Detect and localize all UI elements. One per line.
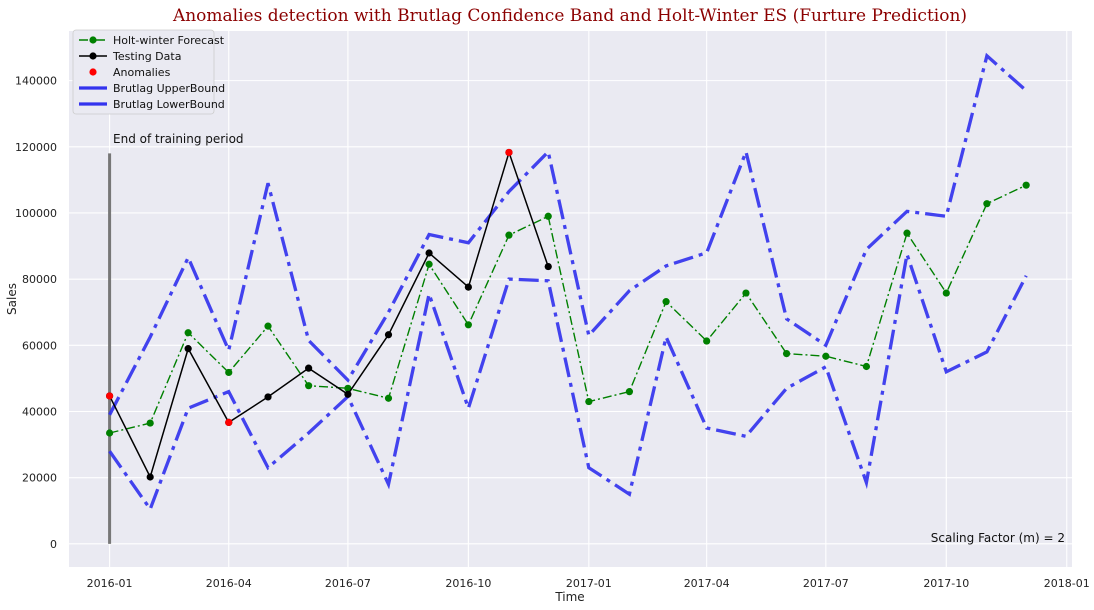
scaling-factor-annotation: Scaling Factor (m) = 2 — [931, 531, 1065, 545]
legend-marker — [89, 68, 97, 76]
series-line-brutlag-lowerbound — [108, 253, 1028, 513]
legend-marker — [89, 36, 97, 44]
data-point — [384, 331, 393, 339]
x-tick-label: 2017-04 — [684, 577, 730, 590]
data-point — [305, 364, 313, 372]
y-tick-label: 140000 — [15, 75, 57, 88]
data-point — [105, 392, 114, 400]
x-tick-label: 2016-01 — [87, 577, 133, 590]
data-point — [184, 345, 192, 353]
series-line-holt-winter-forecast — [109, 184, 1027, 434]
data-point — [146, 473, 154, 481]
legend: Holt-winter Forecast Testing Data Anomalie… — [72, 29, 225, 115]
y-axis-label: Sales — [5, 283, 19, 315]
series-anomalies — [105, 148, 513, 427]
data-point — [822, 352, 830, 360]
chart-title: Anomalies detection with Brutlag Confide… — [172, 6, 967, 26]
y-tick-label: 20000 — [22, 472, 57, 485]
legend-label: Brutlag LowerBound — [113, 98, 225, 111]
x-tick-label: 2016-07 — [325, 577, 371, 590]
data-point — [344, 384, 352, 392]
y-tick-label: 60000 — [22, 339, 57, 352]
data-point — [625, 388, 634, 396]
series-brutlag-upperbound — [108, 52, 1028, 416]
data-point — [782, 349, 791, 358]
data-point — [264, 393, 272, 401]
data-point — [425, 249, 433, 257]
data-point — [225, 418, 233, 427]
grid — [69, 31, 1072, 567]
data-point — [305, 382, 313, 390]
series-brutlag-lowerbound — [108, 253, 1028, 513]
data-point — [184, 329, 192, 337]
x-tick-label: 2016-10 — [445, 577, 491, 590]
data-point — [105, 429, 114, 437]
legend-label: Holt-winter Forecast — [113, 34, 225, 47]
series-layer — [105, 52, 1030, 513]
legend-label: Brutlag UpperBound — [113, 82, 225, 95]
data-point — [146, 419, 154, 427]
data-point — [585, 397, 593, 406]
legend-marker — [89, 52, 97, 60]
x-axis-ticks: 2016-01 2016-04 2016-07 2016-10 2017-01 2017-… — [87, 577, 1090, 590]
data-point — [942, 289, 950, 297]
plot-background — [69, 31, 1072, 567]
data-point — [505, 231, 513, 239]
legend-entry-holt-winter-forecast: Holt-winter Forecast — [79, 34, 225, 47]
data-point — [225, 368, 233, 377]
data-point — [862, 362, 871, 371]
y-tick-label: 100000 — [15, 207, 57, 220]
x-tick-label: 2018-01 — [1044, 577, 1090, 590]
y-tick-label: 0 — [50, 538, 57, 551]
y-tick-label: 80000 — [22, 273, 57, 286]
legend-label: Testing Data — [112, 50, 181, 63]
x-tick-label: 2017-01 — [566, 577, 612, 590]
data-point — [544, 262, 552, 271]
y-tick-label: 40000 — [22, 405, 57, 418]
series-line-brutlag-upperbound — [108, 52, 1028, 416]
x-tick-label: 2017-07 — [803, 577, 849, 590]
data-point — [544, 212, 552, 220]
data-point — [264, 322, 272, 330]
data-point — [344, 390, 352, 398]
data-point — [384, 394, 393, 402]
x-tick-label: 2016-04 — [206, 577, 252, 590]
data-point — [662, 298, 670, 306]
x-tick-label: 2017-10 — [923, 577, 969, 590]
y-axis-ticks: 0 20000 40000 60000 80000 100000 120000 140000 — [15, 75, 57, 551]
series-holt-winter-forecast — [105, 181, 1030, 437]
data-point — [464, 321, 472, 329]
y-tick-label: 120000 — [15, 141, 57, 154]
data-point — [505, 148, 513, 157]
data-point — [983, 200, 991, 208]
legend-entry-anomalies: Anomalies — [89, 66, 171, 79]
legend-entry-brutlag-lowerbound: Brutlag LowerBound — [79, 98, 225, 111]
data-point — [425, 260, 433, 268]
data-point — [703, 337, 711, 345]
training-end-annotation: End of training period — [113, 132, 244, 146]
data-point — [1022, 181, 1030, 189]
data-point — [903, 229, 911, 237]
legend-box — [72, 29, 215, 115]
x-axis-label: Time — [554, 590, 584, 604]
data-point — [464, 283, 472, 291]
legend-label: Anomalies — [113, 66, 171, 79]
legend-entry-testing-data: Testing Data — [79, 50, 181, 63]
legend-entry-brutlag-upperbound: Brutlag UpperBound — [79, 82, 225, 95]
series-line-testing-data — [108, 149, 549, 480]
data-point — [742, 289, 750, 297]
